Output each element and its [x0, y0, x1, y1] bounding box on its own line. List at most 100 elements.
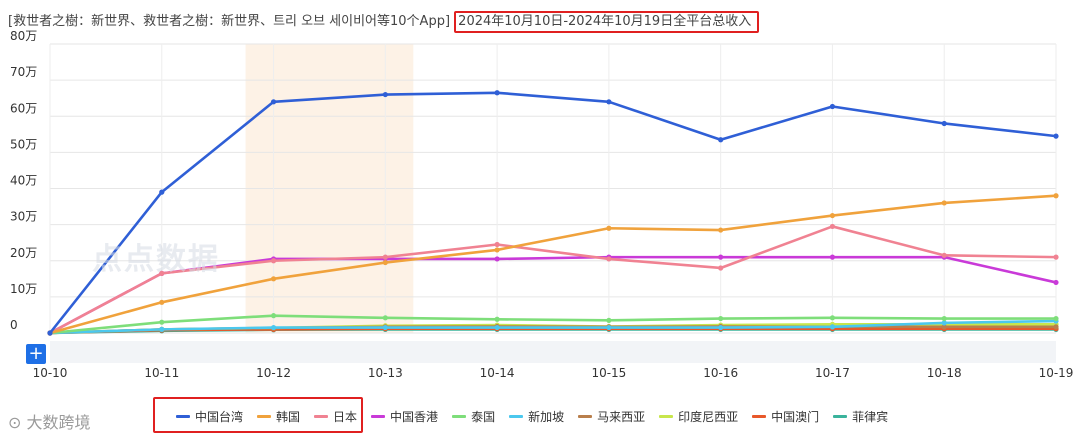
legend-item[interactable]: 中国香港	[371, 408, 438, 425]
data-point	[606, 324, 612, 331]
legend-item[interactable]: 中国澳门	[752, 408, 819, 425]
data-point	[159, 326, 165, 332]
data-point	[718, 137, 724, 143]
legend-label: 韩国	[276, 410, 301, 424]
data-point	[159, 189, 165, 195]
y-tick-label: 10万	[10, 282, 37, 296]
data-point	[382, 91, 388, 98]
legend-swatch	[659, 415, 674, 418]
y-tick-label: 0	[10, 318, 18, 332]
legend-swatch	[257, 415, 272, 418]
x-tick-label: 10-12	[256, 366, 291, 380]
data-point	[494, 324, 500, 331]
y-tick-label: 80万	[10, 29, 37, 43]
data-point	[941, 315, 947, 322]
legend-item[interactable]: 日本	[314, 408, 357, 425]
series-line-泰国	[49, 314, 1056, 335]
legend-label: 新加坡	[528, 410, 565, 424]
chart-title: [救世者之樹：新世界、救世者之樹：新世界、트리 오브 세이비어等10个App] …	[8, 10, 760, 33]
data-point	[606, 225, 612, 231]
x-tick-label: 10-16	[703, 366, 738, 380]
data-point	[494, 247, 500, 253]
series-line-中国台湾	[48, 91, 1057, 334]
brand-watermark: ⊙ 大数跨境	[8, 409, 91, 433]
data-point	[159, 270, 165, 276]
legend-swatch	[833, 415, 848, 418]
legend-swatch	[578, 415, 593, 418]
legend: 中国台湾 韩国 日本 中国香港 泰国 新加坡 马来西亚 印度尼西亚 中国澳门 菲律宾	[176, 408, 888, 425]
legend-item[interactable]: 菲律宾	[833, 408, 888, 425]
data-point	[718, 227, 724, 233]
series-line-新加坡	[49, 319, 1057, 335]
data-point	[941, 324, 947, 330]
x-tick-label: 10-17	[815, 366, 850, 380]
zoom-button[interactable]: +	[26, 344, 46, 364]
legend-item[interactable]: 泰国	[452, 408, 495, 425]
legend-item[interactable]: 印度尼西亚	[659, 408, 738, 425]
data-point	[718, 254, 724, 260]
data-point	[270, 276, 277, 282]
data-point	[270, 258, 277, 264]
zoom-slider	[50, 341, 1056, 363]
data-point	[941, 320, 947, 326]
data-point	[382, 259, 388, 266]
data-point	[1053, 254, 1059, 260]
legend-label: 菲律宾	[852, 410, 889, 424]
data-point	[718, 324, 724, 331]
data-point	[1053, 279, 1059, 286]
data-point	[829, 103, 836, 110]
legend-item[interactable]: 马来西亚	[578, 408, 645, 425]
y-tick-label: 70万	[10, 65, 37, 79]
legend-swatch	[452, 415, 467, 418]
legend-item[interactable]: 韩国	[257, 408, 300, 425]
legend-swatch	[509, 415, 524, 418]
data-point	[494, 256, 500, 262]
x-tick-label: 10-10	[33, 366, 68, 380]
data-point	[718, 315, 724, 322]
data-point	[1053, 133, 1059, 139]
y-tick-label: 50万	[10, 137, 37, 151]
x-tick-label: 10-11	[144, 366, 179, 380]
legend-highlight-box	[153, 397, 363, 433]
data-point	[270, 313, 277, 319]
data-point	[494, 241, 500, 248]
data-point	[829, 315, 836, 321]
data-point	[1053, 324, 1059, 330]
data-point	[606, 256, 612, 262]
data-point	[494, 316, 500, 322]
data-point	[829, 223, 836, 230]
data-point	[829, 212, 836, 219]
legend-swatch	[752, 415, 767, 418]
series-line-日本	[49, 225, 1057, 335]
legend-label: 中国澳门	[771, 410, 820, 424]
data-point	[606, 99, 612, 105]
data-point	[941, 120, 947, 127]
y-tick-label: 60万	[10, 101, 37, 115]
x-tick-label: 10-15	[591, 366, 626, 380]
data-point	[159, 299, 165, 305]
weibo-icon: ⊙	[8, 413, 22, 432]
brand-name: 大数跨境	[26, 413, 91, 432]
legend-swatch	[314, 415, 329, 418]
legend-label: 日本	[333, 410, 358, 424]
chart-watermark: 点点数据	[92, 242, 220, 277]
data-point	[382, 315, 388, 321]
y-tick-label: 20万	[10, 246, 37, 260]
x-tick-label: 10-19	[1039, 366, 1074, 380]
data-point	[718, 265, 724, 271]
data-point	[829, 254, 836, 260]
data-point	[270, 99, 277, 105]
data-point	[829, 324, 836, 330]
y-tick-label: 30万	[10, 210, 37, 224]
series-line-韩国	[49, 194, 1057, 335]
data-point	[1053, 315, 1059, 322]
legend-item[interactable]: 新加坡	[509, 408, 564, 425]
x-tick-label: 10-13	[368, 366, 403, 380]
legend-label: 中国台湾	[195, 410, 244, 424]
data-point	[941, 252, 947, 258]
legend-item[interactable]: 中国台湾	[176, 408, 243, 425]
x-tick-label: 10-18	[927, 366, 962, 380]
legend-label: 马来西亚	[597, 410, 646, 424]
data-point	[382, 324, 388, 331]
